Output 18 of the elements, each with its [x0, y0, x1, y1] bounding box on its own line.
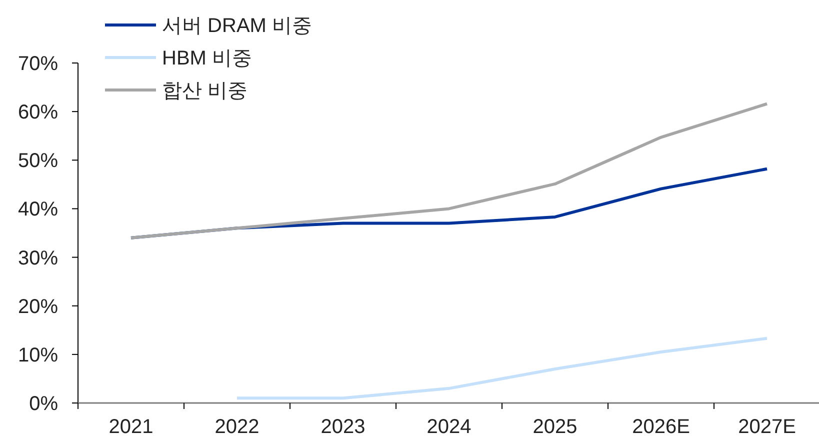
x-tick-label: 2027E [738, 416, 796, 438]
y-tick-label: 50% [18, 150, 58, 172]
legend-label: 합산 비중 [162, 80, 248, 102]
y-tick-label: 20% [18, 296, 58, 318]
y-tick-label: 30% [18, 247, 58, 270]
y-tick-label: 40% [18, 198, 58, 221]
y-tick-label: 10% [18, 344, 58, 366]
y-tick-label: 0% [29, 393, 58, 415]
x-tick-label: 2023 [320, 416, 366, 438]
x-tick-label: 2021 [108, 416, 154, 438]
y-tick-label: 60% [18, 102, 58, 124]
legend-label: HBM 비중 [162, 48, 252, 70]
x-tick-label: 2025 [532, 416, 578, 438]
x-tick-label: 2024 [426, 416, 472, 438]
y-tick-label: 70% [18, 53, 58, 75]
x-tick-label: 2022 [214, 416, 260, 438]
legend-label: 서버 DRAM 비중 [162, 15, 312, 37]
x-tick-label: 2026E [632, 416, 690, 438]
